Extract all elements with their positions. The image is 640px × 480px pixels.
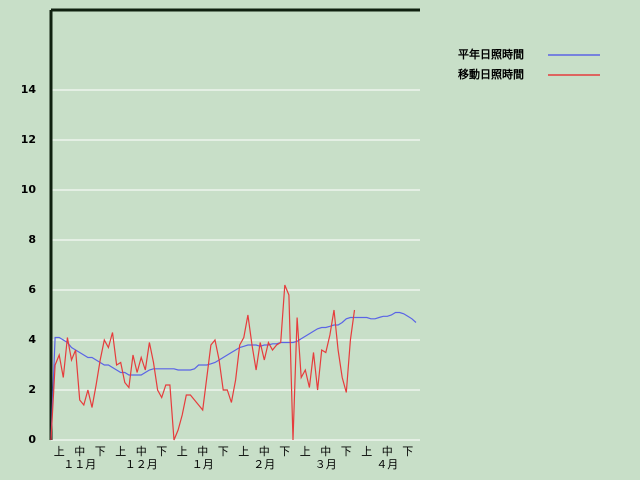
x-tick-label: 中	[320, 445, 331, 458]
x-tick-label: 中	[382, 445, 393, 458]
x-tick-label: 中	[259, 445, 270, 458]
x-tick-label: 下	[341, 445, 352, 458]
y-tick-label: 8	[28, 233, 36, 246]
x-tick-label: 下	[218, 445, 229, 458]
y-tick-label: 10	[21, 183, 37, 196]
x-tick-label: 下	[402, 445, 413, 458]
x-tick-label: 上	[300, 445, 311, 458]
month-label: １月	[192, 458, 214, 471]
month-label: ２月	[253, 458, 275, 471]
x-tick-label: 上	[361, 445, 372, 458]
series-line	[50, 284, 356, 441]
legend-label: 平年日照時間	[458, 47, 524, 61]
x-tick-label: 中	[74, 445, 85, 458]
x-tick-label: 上	[115, 445, 126, 458]
legend-label: 移動日照時間	[458, 67, 524, 81]
y-tick-label: 2	[28, 383, 36, 396]
y-tick-label: 6	[28, 283, 36, 296]
x-tick-label: 上	[238, 445, 249, 458]
y-tick-label: 4	[28, 333, 36, 346]
y-tick-label: 14	[21, 83, 37, 96]
x-tick-label: 上	[177, 445, 188, 458]
y-tick-label: 0	[28, 433, 36, 446]
x-tick-label: 中	[136, 445, 147, 458]
month-label: １２月	[125, 458, 158, 471]
series-line	[50, 311, 417, 441]
x-tick-label: 下	[279, 445, 290, 458]
x-tick-label: 下	[156, 445, 167, 458]
x-tick-label: 中	[197, 445, 208, 458]
month-label: ４月	[376, 458, 398, 471]
month-label: １１月	[63, 458, 96, 471]
x-tick-label: 上	[54, 445, 65, 458]
x-tick-label: 下	[95, 445, 106, 458]
month-label: ３月	[315, 458, 337, 471]
y-tick-label: 12	[21, 133, 36, 146]
